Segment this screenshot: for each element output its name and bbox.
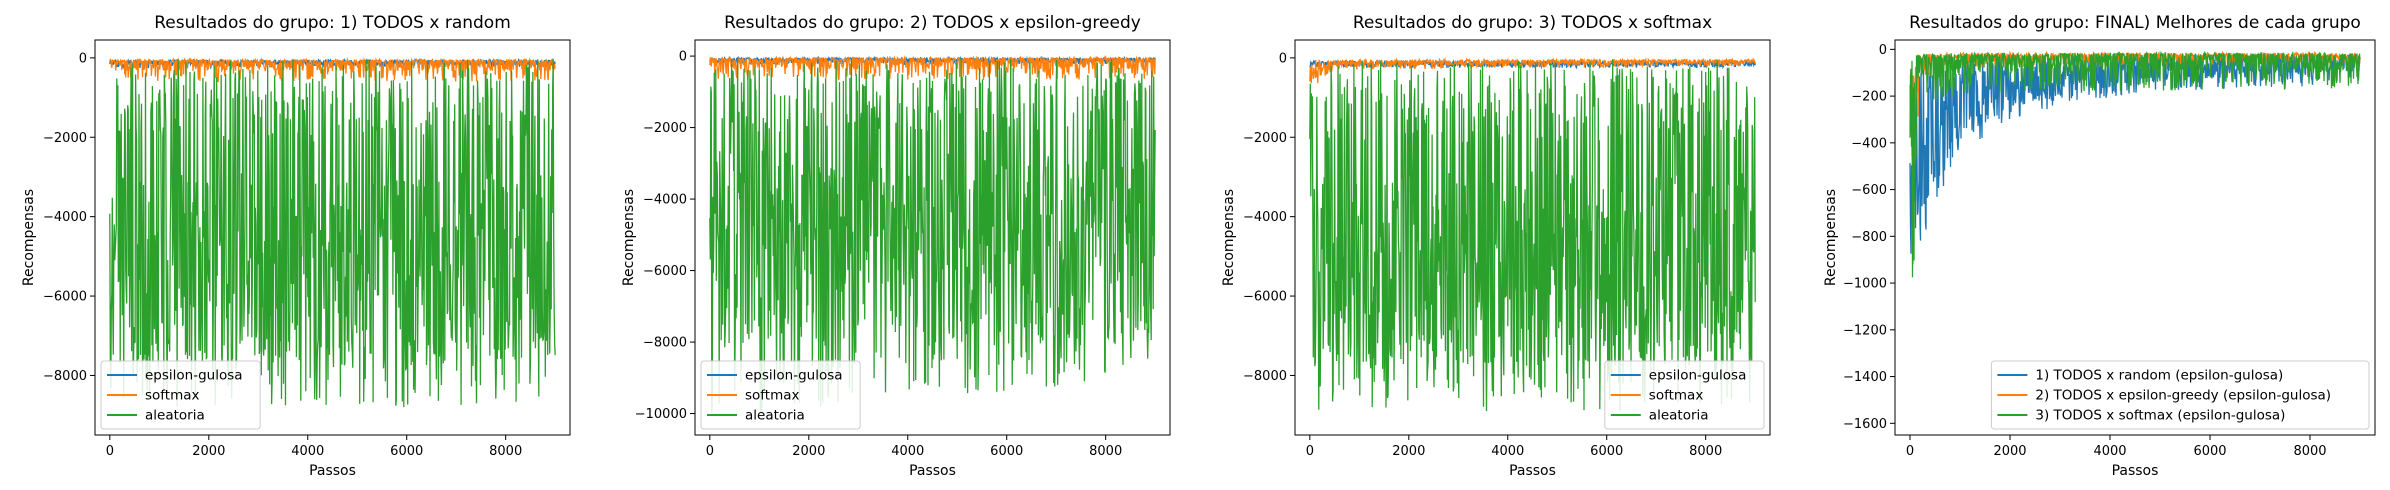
y-tick-label: −200: [1851, 90, 1887, 105]
y-tick-label: −8000: [1243, 369, 1287, 384]
y-tick-label: −1600: [1843, 417, 1887, 432]
legend: 1) TODOS x random (epsilon-gulosa) 2) TOD…: [1990, 360, 2370, 430]
legend-entry: aleatoria: [145, 408, 205, 424]
y-tick-label: −1000: [1843, 277, 1887, 292]
legend: epsilon-gulosa softmax aleatoria: [1604, 360, 1765, 430]
legend-entry: softmax: [745, 388, 800, 404]
legend-entry: aleatoria: [1649, 408, 1709, 424]
chart-2: 0 2000 4000 6000 8000 −10000 −8000 −6000 −4000 −2…: [621, 13, 1171, 479]
y-axis-label: Recompensas: [21, 189, 37, 286]
chart-1: 0 2000 4000 6000 8000 −8000 −6000 −4000 −2000 0 Re…: [21, 13, 571, 479]
legend-box: [100, 360, 261, 430]
y-tick-label: −6000: [1243, 290, 1287, 305]
legend-box: [1990, 360, 2370, 430]
x-tick-label: 6000: [990, 444, 1023, 459]
y-tick-label: −10000: [635, 407, 687, 422]
x-tick-label: 6000: [1590, 444, 1623, 459]
y-tick-label: −6000: [643, 264, 687, 279]
y-tick-label: −4000: [1243, 210, 1287, 225]
y-tick-label: −6000: [43, 290, 87, 305]
legend: epsilon-gulosa softmax aleatoria: [700, 360, 861, 430]
chart-title: Resultados do grupo: 2) TODOS x epsilon-…: [724, 13, 1141, 33]
series-line-3: [109, 59, 556, 408]
x-axis-label: Passos: [1509, 463, 1556, 479]
legend-entry: epsilon-gulosa: [1649, 368, 1747, 384]
y-tick-label: 0: [79, 51, 87, 66]
y-tick-label: −400: [1851, 136, 1887, 151]
chart-title: Resultados do grupo: 1) TODOS x random: [154, 13, 511, 33]
legend-box: [1604, 360, 1765, 430]
legend: epsilon-gulosa softmax aleatoria: [100, 360, 261, 430]
series-line-3: [709, 57, 1156, 413]
y-tick-label: −1200: [1843, 323, 1887, 338]
legend-entry: 1) TODOS x random (epsilon-gulosa): [2035, 368, 2283, 384]
y-tick-label: −800: [1851, 230, 1887, 245]
series-line-1: [1909, 53, 2361, 254]
x-tick-label: 0: [1306, 444, 1314, 459]
series-line-2: [109, 57, 556, 83]
y-axis-label: Recompensas: [621, 189, 637, 286]
y-tick-label: −4000: [643, 193, 687, 208]
legend-entry: 3) TODOS x softmax (epsilon-gulosa): [2035, 408, 2285, 424]
x-tick-label: 4000: [2093, 444, 2126, 459]
chart-4: 0 2000 4000 6000 8000 −1600 −1400 −1200 −1000 −80…: [1823, 13, 2376, 479]
axes-frame: [1894, 39, 2376, 436]
y-tick-label: −2000: [1243, 131, 1287, 146]
x-tick-label: 2000: [1993, 444, 2026, 459]
y-tick-label: −8000: [43, 369, 87, 384]
legend-entry: softmax: [1649, 388, 1704, 404]
legend-box: [700, 360, 861, 430]
y-tick-label: −600: [1851, 183, 1887, 198]
y-tick-label: −2000: [43, 131, 87, 146]
x-axis-label: Passos: [309, 463, 356, 479]
legend-entry: softmax: [145, 388, 200, 404]
legend-entry: epsilon-gulosa: [145, 368, 243, 384]
x-tick-label: 2000: [1392, 444, 1425, 459]
series-line-3: [1309, 59, 1756, 412]
chart-title: Resultados do grupo: 3) TODOS x softmax: [1353, 13, 1712, 33]
y-tick-label: 0: [1279, 51, 1287, 66]
y-tick-label: −8000: [643, 336, 687, 351]
y-tick-label: 0: [679, 50, 687, 65]
x-tick-label: 6000: [2193, 444, 2226, 459]
axes-frame: [1294, 39, 1771, 436]
x-tick-label: 0: [106, 444, 114, 459]
x-tick-label: 8000: [1089, 444, 1122, 459]
legend-entry: epsilon-gulosa: [745, 368, 843, 384]
x-tick-label: 0: [706, 444, 714, 459]
y-tick-label: −4000: [43, 210, 87, 225]
series-line-2: [1309, 56, 1756, 84]
x-tick-label: 4000: [1491, 444, 1524, 459]
x-tick-label: 6000: [390, 444, 423, 459]
axes-frame: [694, 39, 1171, 436]
y-tick-label: −1400: [1843, 370, 1887, 385]
x-axis-label: Passos: [909, 463, 956, 479]
legend-entry: aleatoria: [745, 408, 805, 424]
x-tick-label: 4000: [291, 444, 324, 459]
chart-title: Resultados do grupo: FINAL) Melhores de …: [1909, 13, 2361, 33]
x-tick-label: 8000: [1689, 444, 1722, 459]
y-axis-label: Recompensas: [1221, 189, 1237, 286]
y-tick-label: 0: [1879, 43, 1887, 58]
axes-frame: [94, 39, 571, 436]
x-tick-label: 4000: [891, 444, 924, 459]
series-line-2: [709, 55, 1156, 81]
x-tick-label: 2000: [192, 444, 225, 459]
series-line-3: [1909, 50, 2361, 278]
x-tick-label: 8000: [489, 444, 522, 459]
chart-3: 0 2000 4000 6000 8000 −8000 −6000 −4000 −2000 0 Re…: [1221, 13, 1771, 479]
y-tick-label: −2000: [643, 121, 687, 136]
x-tick-label: 2000: [792, 444, 825, 459]
legend-entry: 2) TODOS x epsilon-greedy (epsilon-gulos…: [2035, 388, 2331, 404]
y-axis-label: Recompensas: [1823, 189, 1839, 286]
x-tick-label: 8000: [2293, 444, 2326, 459]
x-axis-label: Passos: [2112, 463, 2159, 479]
x-tick-label: 0: [1906, 444, 1914, 459]
